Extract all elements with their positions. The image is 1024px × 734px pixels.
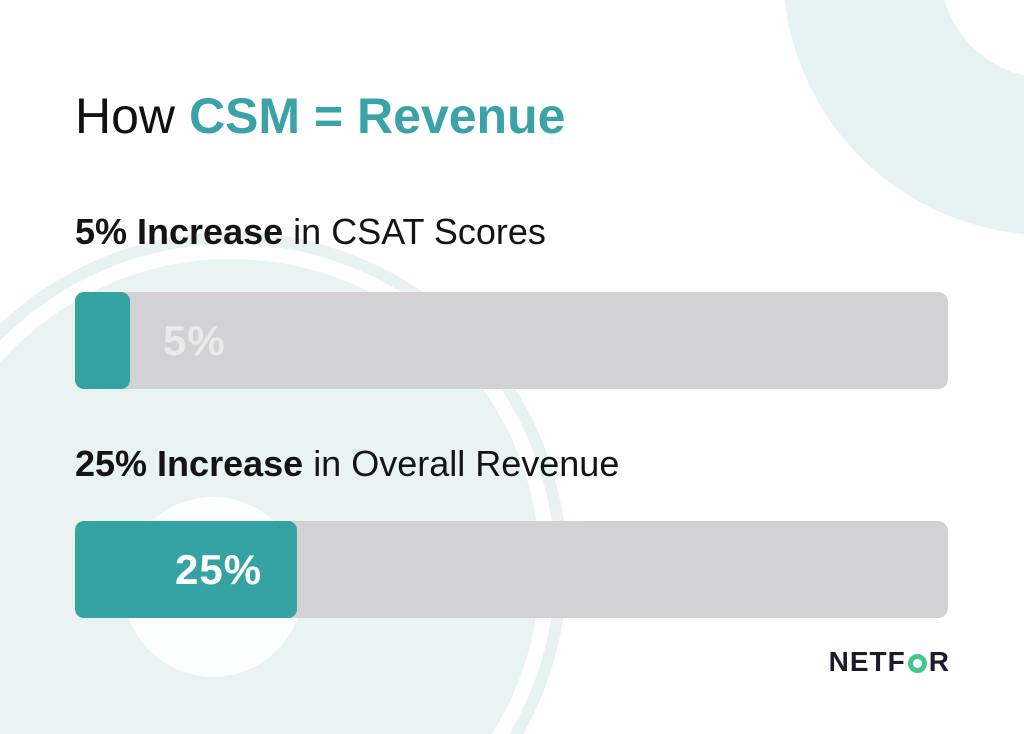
bar-value-revenue: 25% xyxy=(175,545,263,593)
stat-label-csat: 5% Increase in CSAT Scores xyxy=(75,212,546,252)
stat-label-revenue: 25% Increase in Overall Revenue xyxy=(75,444,619,484)
page-title: How CSM = Revenue xyxy=(75,86,565,146)
title-highlight: CSM = Revenue xyxy=(188,88,566,144)
green-donut-o-icon xyxy=(907,653,927,673)
bar-fill-csat xyxy=(75,292,130,389)
stat-label-csat-bold: 5% Increase xyxy=(75,211,284,252)
stat-label-csat-rest: in CSAT Scores xyxy=(293,211,546,252)
stat-label-revenue-rest: in Overall Revenue xyxy=(313,443,620,484)
title-prefix: How xyxy=(75,88,176,144)
stat-label-revenue-bold: 25% Increase xyxy=(75,443,304,484)
bar-track-csat: 5% xyxy=(75,292,948,389)
bar-track-revenue: 25% xyxy=(75,521,948,618)
netfor-logo-text-right: R xyxy=(928,646,950,677)
netfor-logo-text-left: NETF xyxy=(828,646,906,677)
bar-fill-revenue xyxy=(75,521,297,618)
netfor-logo: NETF R xyxy=(829,646,950,678)
bar-value-csat: 5% xyxy=(163,316,226,364)
